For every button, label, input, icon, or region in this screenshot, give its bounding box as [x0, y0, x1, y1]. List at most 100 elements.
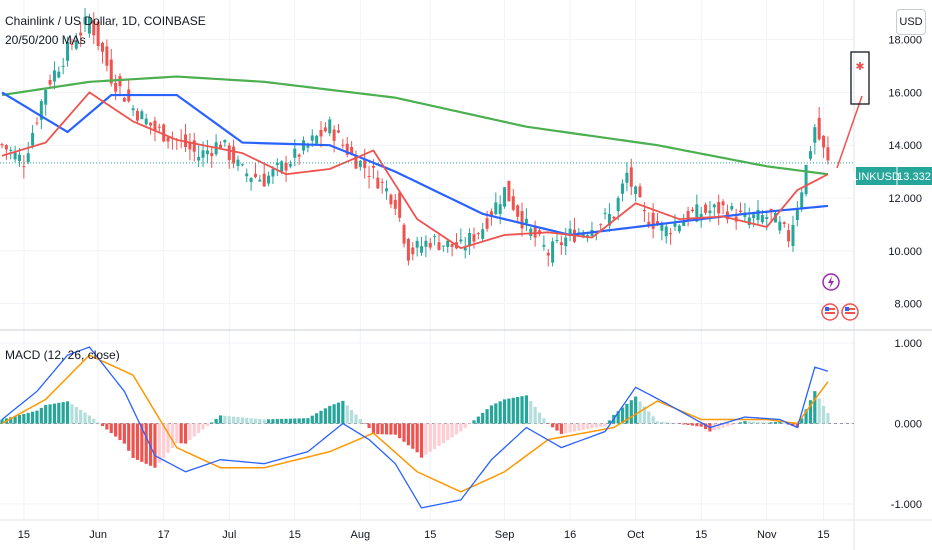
histogram-bar	[179, 423, 183, 444]
histogram-bar	[214, 418, 218, 424]
histogram-bar	[703, 423, 708, 430]
flash-icon[interactable]	[822, 273, 840, 291]
macd-label[interactable]: MACD (12, 26, close)	[5, 348, 120, 362]
us-flag-icon[interactable]	[841, 303, 859, 321]
histogram-bar	[258, 419, 262, 424]
candle-body	[607, 214, 611, 226]
candle-body	[507, 180, 511, 202]
candle-body	[96, 21, 100, 47]
projection-annotation[interactable]: ✱	[836, 51, 870, 169]
candle-body	[153, 120, 157, 131]
candle-body	[358, 160, 362, 167]
histogram-bar	[319, 410, 323, 424]
candle-body	[389, 194, 393, 205]
candle-body	[74, 41, 78, 49]
candle-body	[463, 247, 467, 251]
histogram-bar	[747, 421, 751, 424]
candle-body	[122, 97, 126, 102]
candle-body	[638, 186, 642, 198]
candle-body	[310, 135, 314, 141]
histogram-bar	[564, 423, 568, 434]
candle-body	[787, 230, 791, 242]
candle-body	[380, 181, 384, 183]
projection-marker-icon: ✱	[855, 61, 864, 73]
price-axis[interactable]: 18.000 16.000 14.000 12.000 10.000 8.000	[888, 35, 922, 311]
histogram-bar	[192, 423, 196, 437]
histogram-bar	[581, 423, 585, 430]
projection-arrow	[836, 95, 863, 169]
candle-body	[739, 210, 743, 212]
candle-body	[542, 244, 546, 247]
histogram-bar	[109, 423, 113, 434]
candle-body	[752, 214, 756, 219]
price-pane[interactable]	[0, 8, 854, 267]
histogram-bar	[507, 398, 511, 424]
candle-body	[782, 222, 786, 225]
candle-body	[822, 135, 826, 148]
candle-body	[568, 228, 572, 235]
histogram-bar	[350, 409, 354, 424]
candle-body	[157, 126, 161, 128]
histogram-bar	[555, 423, 559, 431]
candle-body	[682, 221, 686, 226]
candle-body	[249, 177, 253, 182]
histogram-bar	[498, 401, 502, 424]
candle-body	[267, 175, 271, 184]
candle-body	[800, 192, 804, 209]
candle-body	[385, 188, 389, 192]
histogram-bar	[280, 418, 284, 424]
us-flag-icon[interactable]	[821, 303, 839, 321]
histogram-bar	[384, 423, 389, 435]
macd-histogram	[0, 391, 830, 468]
macd-line	[1, 346, 829, 509]
candle-body	[393, 199, 397, 209]
histogram-bar	[647, 411, 651, 424]
candle-body	[188, 142, 192, 150]
histogram-bar	[402, 423, 406, 442]
candle-body	[808, 151, 812, 159]
histogram-bar	[13, 416, 17, 424]
histogram-bar	[537, 412, 542, 424]
candle-body	[634, 186, 638, 194]
time-tick-label: 16	[564, 529, 576, 541]
candle-body	[0, 144, 4, 146]
macd-pane[interactable]	[0, 346, 854, 509]
chart-title[interactable]: Chainlink / US Dollar, 1D, COINBASE	[5, 14, 206, 28]
histogram-bar	[651, 416, 655, 424]
indicator-label[interactable]: 20/50/200 MAs	[5, 33, 86, 47]
histogram-bar	[205, 423, 209, 427]
candle-body	[411, 247, 415, 255]
histogram-bar	[157, 423, 161, 463]
histogram-bar	[428, 423, 432, 452]
histogram-bar	[210, 422, 214, 424]
histogram-bar	[516, 396, 520, 424]
currency-button[interactable]: USD	[896, 9, 926, 35]
histogram-bar	[293, 418, 297, 424]
candle-body	[450, 243, 454, 247]
candle-body	[721, 201, 725, 206]
histogram-bar	[590, 423, 594, 429]
candle-body	[695, 204, 699, 222]
time-axis[interactable]: 15 Jun 17 Jul 15 Aug 15 Sep 16 Oct 15 Nov 15	[18, 529, 830, 541]
candle-body	[712, 204, 716, 208]
histogram-bar	[437, 423, 441, 447]
event-markers[interactable]	[821, 273, 859, 321]
histogram-bar	[315, 413, 319, 424]
candle-body	[524, 218, 528, 224]
histogram-bar	[629, 400, 633, 424]
histogram-bar	[48, 404, 52, 424]
histogram-bar	[769, 422, 773, 424]
histogram-bar	[585, 423, 590, 430]
histogram-bar	[114, 423, 118, 437]
candle-body	[17, 154, 21, 162]
histogram-bar	[328, 405, 332, 424]
histogram-bar	[489, 405, 494, 424]
candle-body	[551, 241, 555, 263]
macd-axis[interactable]: 1.000 0.000 -1.000	[891, 338, 922, 511]
candle-body	[332, 129, 336, 141]
histogram-bar	[223, 415, 227, 424]
candle-body	[22, 166, 26, 168]
histogram-bar	[22, 413, 26, 424]
candle-body	[341, 144, 345, 146]
